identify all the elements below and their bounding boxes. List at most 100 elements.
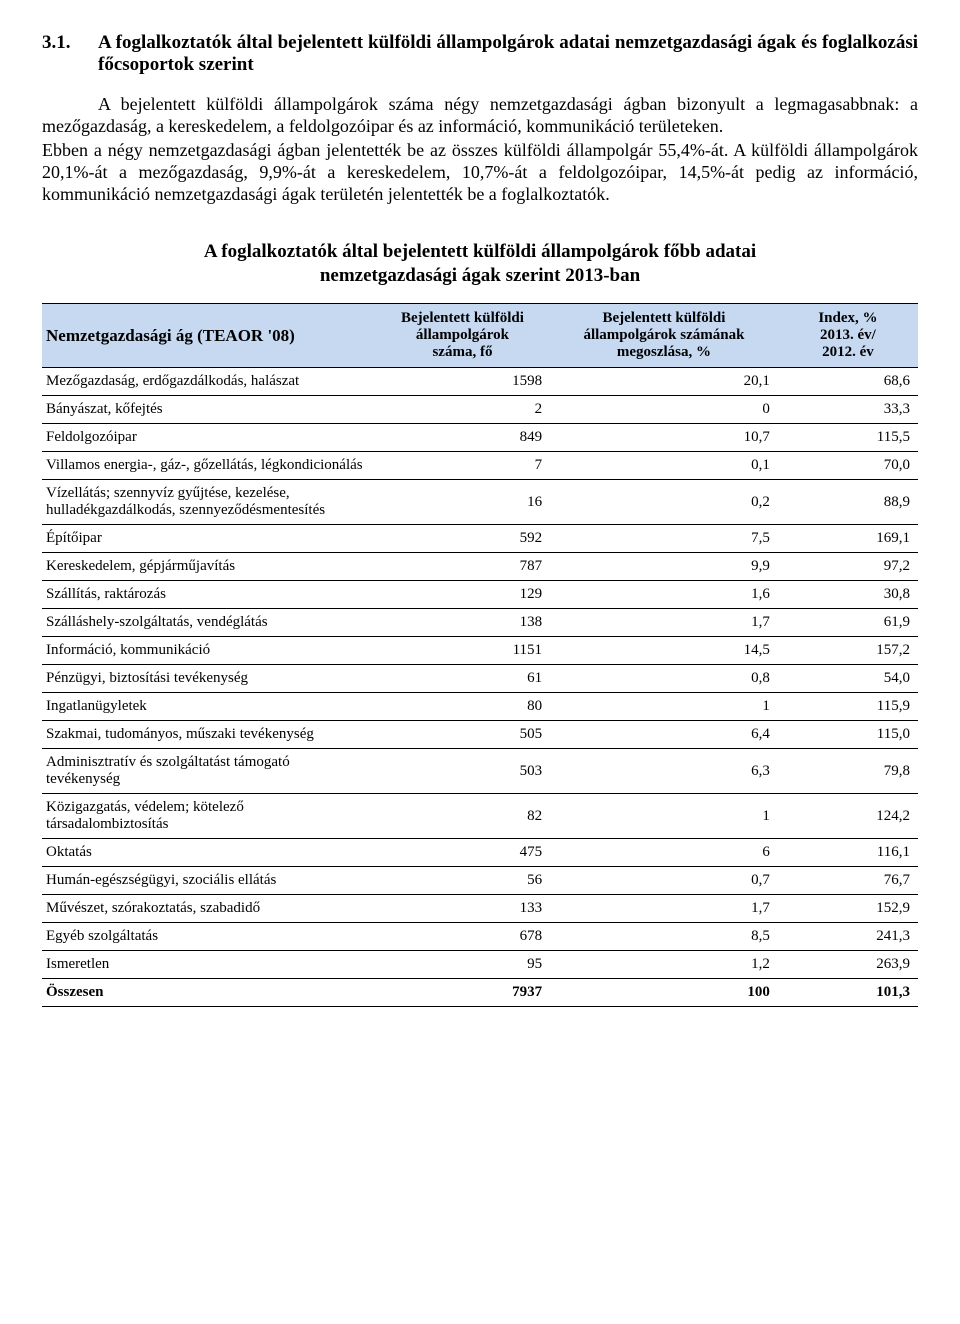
row-count: 133 bbox=[375, 895, 550, 923]
paragraph-2-text: Ebben a négy nemzetgazdasági ágban jelen… bbox=[42, 140, 918, 204]
row-share: 0,1 bbox=[550, 452, 778, 480]
total-value: 101,3 bbox=[778, 979, 918, 1007]
row-share: 1,2 bbox=[550, 951, 778, 979]
row-label: Pénzügyi, biztosítási tevékenység bbox=[42, 665, 375, 693]
row-label: Mezőgazdaság, erdőgazdálkodás, halászat bbox=[42, 368, 375, 396]
table-row: Vízellátás; szennyvíz gyűjtése, kezelése… bbox=[42, 480, 918, 525]
table-row: Kereskedelem, gépjárműjavítás7879,997,2 bbox=[42, 553, 918, 581]
row-share: 1,7 bbox=[550, 895, 778, 923]
row-label: Ismeretlen bbox=[42, 951, 375, 979]
table-row: Humán-egészségügyi, szociális ellátás560… bbox=[42, 867, 918, 895]
row-index: 97,2 bbox=[778, 553, 918, 581]
row-count: 475 bbox=[375, 839, 550, 867]
section-number: 3.1. bbox=[42, 32, 98, 76]
row-label: Művészet, szórakoztatás, szabadidő bbox=[42, 895, 375, 923]
row-label: Közigazgatás, védelem; kötelező társadal… bbox=[42, 794, 375, 839]
section-heading: 3.1. A foglalkoztatók által bejelentett … bbox=[42, 32, 918, 76]
row-share: 1,7 bbox=[550, 609, 778, 637]
th-count: Bejelentett külföldi állampolgárok száma… bbox=[375, 304, 550, 368]
table-row: Pénzügyi, biztosítási tevékenység610,854… bbox=[42, 665, 918, 693]
row-share: 6,4 bbox=[550, 721, 778, 749]
row-share: 6,3 bbox=[550, 749, 778, 794]
row-count: 2 bbox=[375, 396, 550, 424]
table-header-row: Nemzetgazdasági ág (TEAOR '08) Bejelente… bbox=[42, 304, 918, 368]
row-index: 115,9 bbox=[778, 693, 918, 721]
table-row: Adminisztratív és szolgáltatást támogató… bbox=[42, 749, 918, 794]
th-sector: Nemzetgazdasági ág (TEAOR '08) bbox=[42, 304, 375, 368]
th-index: Index, % 2013. év/ 2012. év bbox=[778, 304, 918, 368]
row-count: 56 bbox=[375, 867, 550, 895]
table-row: Információ, kommunikáció115114,5157,2 bbox=[42, 637, 918, 665]
row-label: Szakmai, tudományos, műszaki tevékenység bbox=[42, 721, 375, 749]
data-table: Nemzetgazdasági ág (TEAOR '08) Bejelente… bbox=[42, 303, 918, 1007]
row-count: 592 bbox=[375, 525, 550, 553]
row-index: 76,7 bbox=[778, 867, 918, 895]
row-label: Szálláshely-szolgáltatás, vendéglátás bbox=[42, 609, 375, 637]
table-row: Ingatlanügyletek801115,9 bbox=[42, 693, 918, 721]
table-row: Feldolgozóipar84910,7115,5 bbox=[42, 424, 918, 452]
row-share: 9,9 bbox=[550, 553, 778, 581]
row-label: Oktatás bbox=[42, 839, 375, 867]
row-count: 1151 bbox=[375, 637, 550, 665]
table-row: Ismeretlen951,2263,9 bbox=[42, 951, 918, 979]
row-share: 0,2 bbox=[550, 480, 778, 525]
paragraph-1-text: A bejelentett külföldi állampolgárok szá… bbox=[42, 94, 918, 136]
row-share: 10,7 bbox=[550, 424, 778, 452]
row-index: 124,2 bbox=[778, 794, 918, 839]
total-value: 100 bbox=[550, 979, 778, 1007]
row-index: 241,3 bbox=[778, 923, 918, 951]
row-count: 7 bbox=[375, 452, 550, 480]
table-row: Villamos energia-, gáz-, gőzellátás, lég… bbox=[42, 452, 918, 480]
row-label: Kereskedelem, gépjárműjavítás bbox=[42, 553, 375, 581]
row-index: 68,6 bbox=[778, 368, 918, 396]
row-count: 95 bbox=[375, 951, 550, 979]
row-index: 115,5 bbox=[778, 424, 918, 452]
row-index: 30,8 bbox=[778, 581, 918, 609]
section-title: A foglalkoztatók által bejelentett külfö… bbox=[98, 32, 918, 76]
row-share: 0,7 bbox=[550, 867, 778, 895]
table-title-line2: nemzetgazdasági ágak szerint 2013-ban bbox=[320, 265, 640, 286]
row-count: 503 bbox=[375, 749, 550, 794]
table-row: Közigazgatás, védelem; kötelező társadal… bbox=[42, 794, 918, 839]
row-index: 152,9 bbox=[778, 895, 918, 923]
row-index: 70,0 bbox=[778, 452, 918, 480]
table-row: Szállítás, raktározás1291,630,8 bbox=[42, 581, 918, 609]
paragraph-2: Ebben a négy nemzetgazdasági ágban jelen… bbox=[42, 140, 918, 206]
row-label: Villamos energia-, gáz-, gőzellátás, lég… bbox=[42, 452, 375, 480]
row-label: Bányászat, kőfejtés bbox=[42, 396, 375, 424]
row-index: 116,1 bbox=[778, 839, 918, 867]
row-count: 80 bbox=[375, 693, 550, 721]
row-share: 6 bbox=[550, 839, 778, 867]
table-row: Egyéb szolgáltatás6788,5241,3 bbox=[42, 923, 918, 951]
total-value: 7937 bbox=[375, 979, 550, 1007]
table-row: Bányászat, kőfejtés2033,3 bbox=[42, 396, 918, 424]
row-count: 1598 bbox=[375, 368, 550, 396]
row-index: 263,9 bbox=[778, 951, 918, 979]
row-label: Adminisztratív és szolgáltatást támogató… bbox=[42, 749, 375, 794]
table-row: Művészet, szórakoztatás, szabadidő1331,7… bbox=[42, 895, 918, 923]
row-share: 0 bbox=[550, 396, 778, 424]
row-label: Vízellátás; szennyvíz gyűjtése, kezelése… bbox=[42, 480, 375, 525]
table-row: Szálláshely-szolgáltatás, vendéglátás138… bbox=[42, 609, 918, 637]
row-share: 1 bbox=[550, 794, 778, 839]
row-index: 88,9 bbox=[778, 480, 918, 525]
row-index: 33,3 bbox=[778, 396, 918, 424]
paragraph-1: A bejelentett külföldi állampolgárok szá… bbox=[42, 94, 918, 138]
table-row: Szakmai, tudományos, műszaki tevékenység… bbox=[42, 721, 918, 749]
row-count: 505 bbox=[375, 721, 550, 749]
row-label: Szállítás, raktározás bbox=[42, 581, 375, 609]
row-count: 849 bbox=[375, 424, 550, 452]
row-count: 82 bbox=[375, 794, 550, 839]
row-index: 79,8 bbox=[778, 749, 918, 794]
row-count: 16 bbox=[375, 480, 550, 525]
table-title-line1: A foglalkoztatók által bejelentett külfö… bbox=[204, 241, 756, 262]
row-index: 61,9 bbox=[778, 609, 918, 637]
table-row: Mezőgazdaság, erdőgazdálkodás, halászat1… bbox=[42, 368, 918, 396]
row-share: 7,5 bbox=[550, 525, 778, 553]
row-count: 129 bbox=[375, 581, 550, 609]
row-index: 169,1 bbox=[778, 525, 918, 553]
table-total-row: Összesen7937100101,3 bbox=[42, 979, 918, 1007]
table-title: A foglalkoztatók által bejelentett külfö… bbox=[42, 240, 918, 288]
row-index: 157,2 bbox=[778, 637, 918, 665]
row-count: 138 bbox=[375, 609, 550, 637]
